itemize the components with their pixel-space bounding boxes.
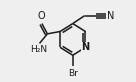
Text: N: N (107, 11, 114, 21)
Text: Br: Br (68, 69, 78, 78)
Text: H₂N: H₂N (30, 45, 47, 54)
Text: N: N (81, 42, 89, 52)
Text: O: O (37, 11, 45, 21)
